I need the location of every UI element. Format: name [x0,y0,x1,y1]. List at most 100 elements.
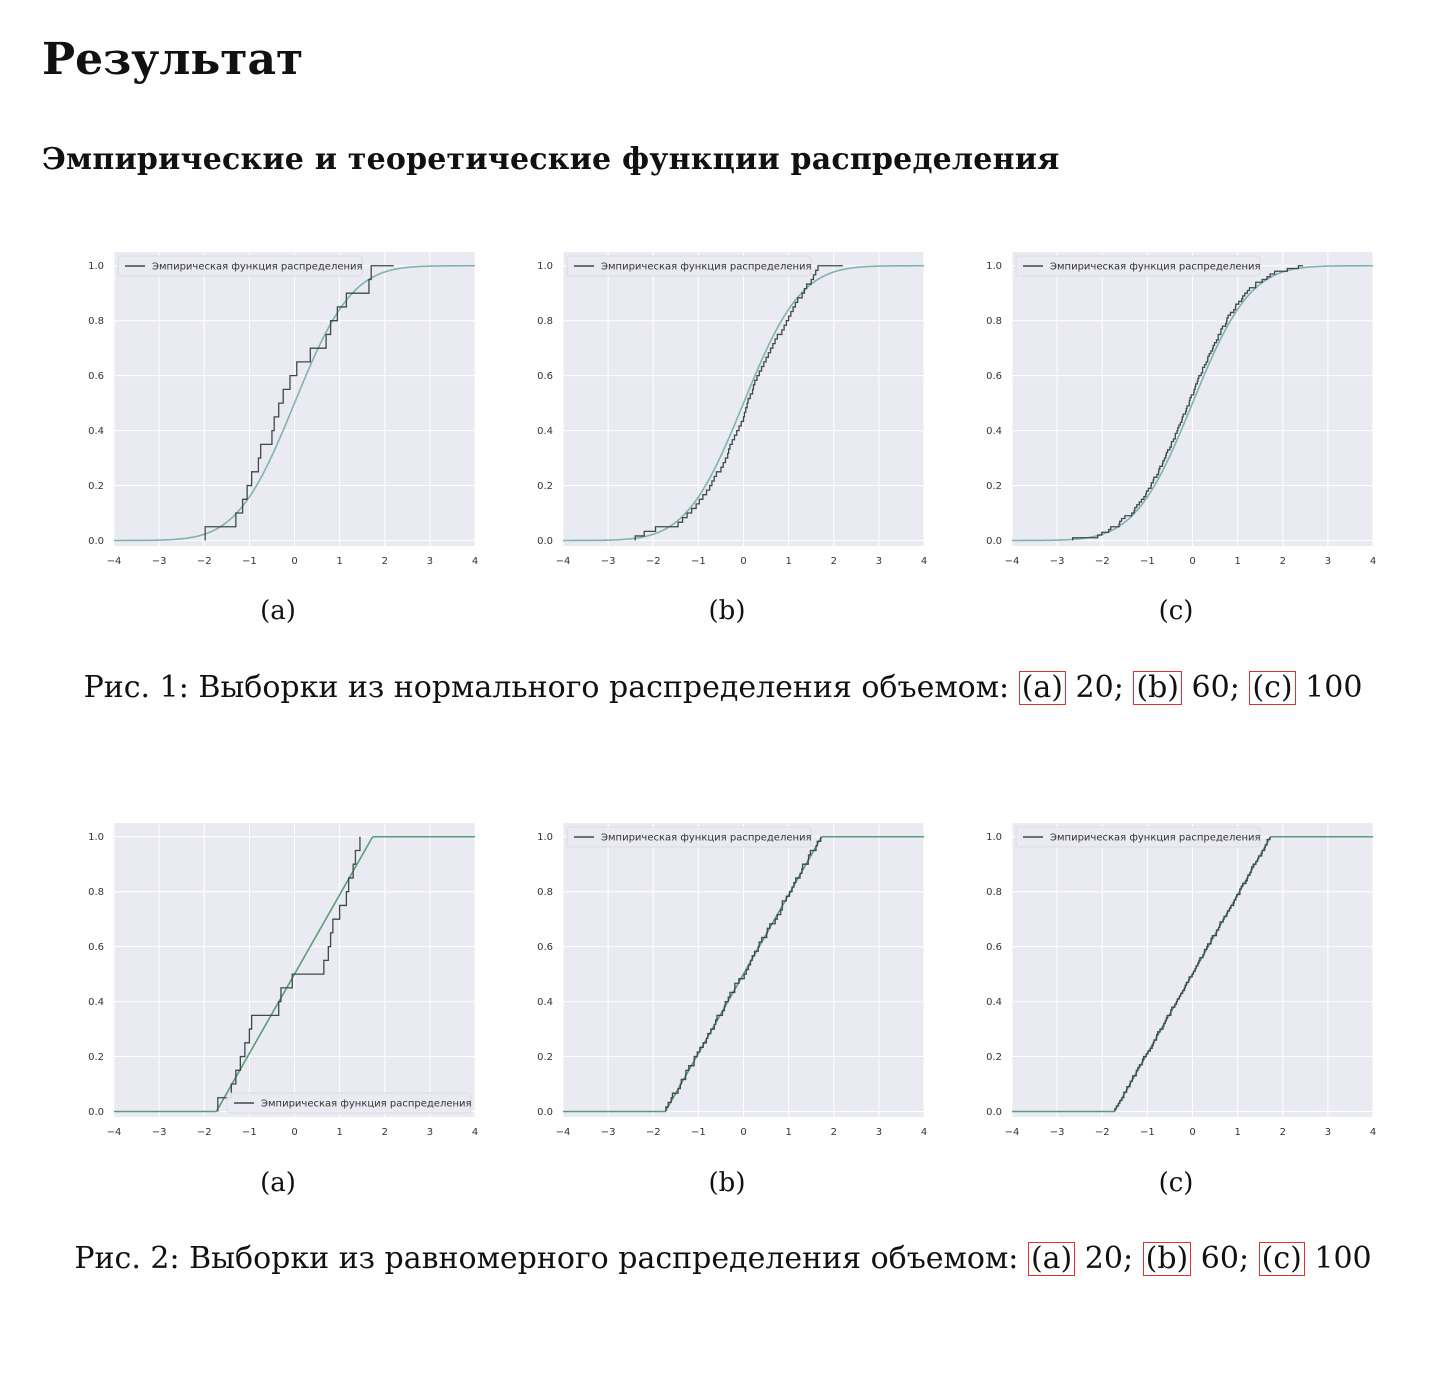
y-tick-label: 0.8 [986,887,1002,898]
ecdf-chart-uniform-20: −4 −3 −2 −1 0 1 2 3 4 0.0 0.2 0.4 0.6 0.8 1.0 Эмпиричес… [88,823,478,1138]
x-tick-label: −4 [1005,556,1020,567]
x-tick-label: −4 [107,1127,122,1138]
chart-panel-uniform-20: −4 −3 −2 −1 0 1 2 3 4 0.0 0.2 0.4 0.6 0.8 1.0 Эмпиричес… [78,817,478,1147]
empirical-cdf-line [665,836,822,1112]
chart-panel-normal-100: −4 −3 −2 −1 0 1 2 3 4 0.0 0.2 0.4 0.6 0.8 1.0 Эмпиричес… [976,246,1376,576]
x-tick-label: −3 [152,556,167,567]
x-tick-label: −1 [242,556,257,567]
figure-ref-link[interactable]: (a) [1018,671,1067,705]
y-tick-label: 0.0 [986,1107,1002,1118]
x-tick-label: 4 [1370,556,1376,567]
y-tick-label: 1.0 [88,261,104,272]
empirical-cdf-line [634,265,843,541]
x-tick-label: 3 [876,556,882,567]
x-tick-label: 3 [1325,556,1331,567]
ecdf-chart-uniform-100: −4 −3 −2 −1 0 1 2 3 4 0.0 0.2 0.4 0.6 0.8 1.0 Эмпиричес… [986,823,1376,1138]
figure-ref-link[interactable]: (c) [1249,671,1296,705]
x-tick-label: 0 [740,556,746,567]
x-tick-label: −3 [601,1127,616,1138]
legend: Эмпирическая функция распределения [117,255,363,277]
chart-panel-normal-60: −4 −3 −2 −1 0 1 2 3 4 0.0 0.2 0.4 0.6 0.8 1.0 Эмпиричес… [527,246,927,576]
x-tick-label: −1 [242,1127,257,1138]
y-tick-label: 0.8 [537,316,553,327]
y-tick-label: 0.0 [537,536,553,547]
figure-ref-link[interactable]: (c) [1258,1242,1305,1276]
caption-value: 20; [1075,1241,1134,1276]
x-tick-label: 1 [1234,556,1240,567]
theoretical-cdf-line [114,264,475,542]
legend-label: Эмпирическая функция распределения [1050,833,1261,844]
x-tick-label: 3 [427,1127,433,1138]
x-tick-label: −1 [691,1127,706,1138]
y-tick-label: 1.0 [986,832,1002,843]
y-tick-label: 0.8 [537,887,553,898]
y-tick-label: 0.6 [537,942,553,953]
caption-value: 60; [1191,1241,1250,1276]
empirical-cdf-line [1072,265,1304,541]
x-tick-label: −2 [646,1127,661,1138]
x-tick-label: −4 [107,556,122,567]
y-tick-label: 0.2 [88,481,104,492]
sublabel-c: (c) [1158,596,1194,626]
legend-label: Эмпирическая функция распределения [601,262,812,273]
x-tick-label: 1 [785,1127,791,1138]
x-tick-label: 2 [382,556,388,567]
ecdf-chart-uniform-60: −4 −3 −2 −1 0 1 2 3 4 0.0 0.2 0.4 0.6 0.8 1.0 Эмпиричес… [537,823,927,1138]
x-tick-label: 4 [921,556,927,567]
y-tick-label: 0.2 [537,481,553,492]
y-tick-label: 0.6 [986,371,1002,382]
x-tick-label: −4 [556,556,571,567]
legend: Эмпирическая функция распределения [566,826,812,848]
ecdf-chart-normal-20: −4 −3 −2 −1 0 1 2 3 4 0.0 0.2 0.4 0.6 0.8 1.0 Эмпиричес… [88,252,478,567]
x-tick-label: −4 [556,1127,571,1138]
x-tick-label: −3 [1050,556,1065,567]
x-tick-label: −1 [1140,1127,1155,1138]
x-tick-label: −3 [1050,1127,1065,1138]
empirical-cdf-line [1114,836,1271,1112]
legend-label: Эмпирическая функция распределения [1050,262,1261,273]
figure-ref-link[interactable]: (a) [1027,1242,1076,1276]
y-tick-label: 0.0 [986,536,1002,547]
x-tick-label: −2 [1095,1127,1110,1138]
subsection-title: Эмпирические и теоретические функции рас… [42,142,1060,177]
section-title: Результат [42,34,304,85]
figure-caption: Рис. 1: Выборки из нормального распредел… [0,670,1446,705]
sublabel-a: (a) [260,596,296,626]
theoretical-cdf-line [563,835,924,1113]
x-tick-label: 2 [1280,1127,1286,1138]
x-tick-label: 0 [740,1127,746,1138]
x-tick-label: −1 [691,556,706,567]
figure-ref-link[interactable]: (b) [1142,1242,1192,1276]
y-tick-label: 0.8 [88,887,104,898]
y-tick-label: 0.0 [88,536,104,547]
x-tick-label: 4 [921,1127,927,1138]
legend: Эмпирическая функция распределения [1015,826,1261,848]
legend: Эмпирическая функция распределения [226,1092,472,1114]
caption-text: Рис. 2: Выборки из равномерного распреде… [74,1241,1019,1276]
x-tick-label: −3 [601,556,616,567]
chart-panel-uniform-60: −4 −3 −2 −1 0 1 2 3 4 0.0 0.2 0.4 0.6 0.8 1.0 Эмпиричес… [527,817,927,1147]
legend-label: Эмпирическая функция распределения [152,262,363,273]
y-tick-label: 0.8 [986,316,1002,327]
x-tick-label: 2 [831,1127,837,1138]
ecdf-chart-normal-100: −4 −3 −2 −1 0 1 2 3 4 0.0 0.2 0.4 0.6 0.8 1.0 Эмпиричес… [986,252,1376,567]
y-tick-label: 1.0 [537,261,553,272]
figure-ref-link[interactable]: (b) [1133,671,1183,705]
x-tick-label: −3 [152,1127,167,1138]
x-tick-label: 0 [291,1127,297,1138]
y-tick-label: 0.6 [537,371,553,382]
legend-label: Эмпирическая функция распределения [601,833,812,844]
y-tick-label: 0.4 [88,426,104,437]
y-tick-label: 0.0 [537,1107,553,1118]
sublabel-a: (a) [260,1168,296,1198]
y-tick-label: 0.4 [537,997,553,1008]
legend: Эмпирическая функция распределения [1015,255,1261,277]
x-tick-label: 3 [1325,1127,1331,1138]
y-tick-label: 0.4 [88,997,104,1008]
x-tick-label: −2 [197,1127,212,1138]
y-tick-label: 0.6 [88,371,104,382]
y-tick-label: 0.8 [88,316,104,327]
x-tick-label: 3 [427,556,433,567]
y-tick-label: 0.4 [537,426,553,437]
y-tick-label: 1.0 [986,261,1002,272]
